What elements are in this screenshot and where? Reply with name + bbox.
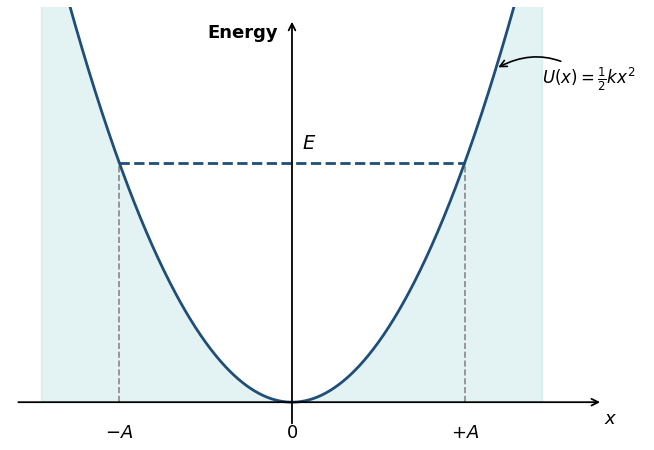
Text: $U(x) = \frac{1}{2}kx^2$: $U(x) = \frac{1}{2}kx^2$	[500, 57, 636, 93]
Text: $+A$: $+A$	[451, 424, 479, 442]
Text: x: x	[605, 410, 615, 428]
Text: $0$: $0$	[286, 424, 298, 442]
Text: $-A$: $-A$	[105, 424, 133, 442]
Text: $E$: $E$	[302, 134, 317, 153]
Text: Energy: Energy	[207, 24, 278, 42]
